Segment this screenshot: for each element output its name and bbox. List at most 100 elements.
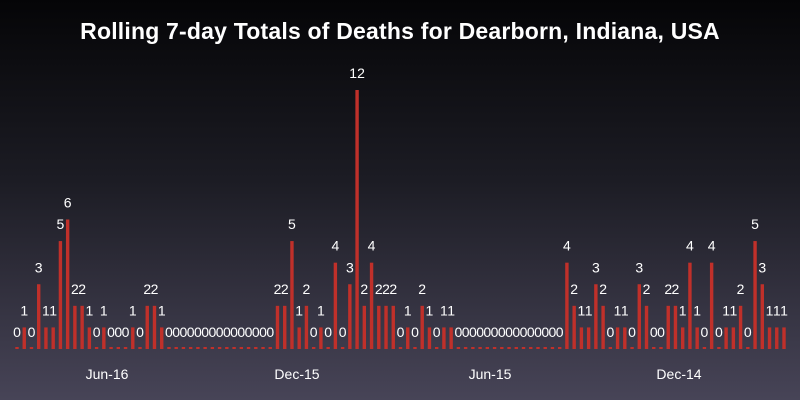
- value-label-83: 1: [614, 302, 622, 318]
- bar-41: [311, 347, 316, 349]
- value-label-30: 0: [230, 324, 238, 340]
- value-label-73: 0: [541, 324, 549, 340]
- value-label-22: 0: [172, 324, 180, 340]
- value-label-1: 1: [20, 302, 28, 318]
- bar-34: [261, 347, 265, 349]
- bar-0: [15, 347, 19, 349]
- value-label-17: 0: [136, 324, 144, 340]
- bar-43: [326, 347, 330, 349]
- bar-67: [500, 347, 504, 349]
- value-label-103: 3: [758, 259, 766, 275]
- bar-103: [760, 284, 764, 349]
- value-label-87: 2: [643, 281, 651, 297]
- value-label-62: 0: [462, 324, 470, 340]
- value-label-67: 0: [498, 324, 506, 340]
- bar-45: [340, 347, 345, 349]
- value-label-43: 0: [324, 324, 332, 340]
- value-label-32: 0: [245, 324, 253, 340]
- value-label-24: 0: [187, 324, 195, 340]
- value-label-13: 0: [107, 324, 115, 340]
- bar-40: [304, 305, 309, 349]
- value-label-53: 0: [397, 324, 405, 340]
- value-label-49: 4: [368, 238, 376, 254]
- value-label-12: 1: [100, 302, 108, 318]
- bar-94: [695, 327, 699, 349]
- bar-65: [485, 347, 490, 349]
- value-label-25: 0: [194, 324, 202, 340]
- bar-80: [594, 284, 598, 349]
- value-label-77: 2: [570, 281, 578, 297]
- value-label-68: 0: [505, 324, 513, 340]
- bar-98: [724, 327, 728, 349]
- value-label-94: 1: [693, 302, 701, 318]
- bar-104: [767, 327, 772, 349]
- value-label-104: 1: [766, 302, 774, 318]
- bar-100: [738, 305, 743, 349]
- bar-78: [579, 327, 584, 349]
- bar-27: [210, 347, 215, 349]
- bar-22: [174, 347, 178, 349]
- value-label-66: 0: [491, 324, 499, 340]
- value-label-36: 2: [274, 281, 282, 297]
- x-tick-labels-group: Jun-16 Dec-15 Jun-15 Dec-14: [86, 366, 702, 382]
- value-label-34: 0: [259, 324, 267, 340]
- bar-63: [471, 347, 475, 349]
- bar-21: [167, 347, 171, 349]
- value-label-9: 2: [78, 281, 86, 297]
- value-label-80: 3: [592, 259, 600, 275]
- value-label-5: 1: [49, 302, 57, 318]
- value-label-65: 0: [483, 324, 491, 340]
- value-label-51: 2: [382, 281, 390, 297]
- bar-10: [87, 327, 92, 349]
- value-label-19: 2: [151, 281, 159, 297]
- value-label-97: 0: [715, 324, 723, 340]
- value-label-14: 0: [114, 324, 122, 340]
- bar-106: [782, 327, 786, 349]
- bar-70: [521, 347, 526, 349]
- value-label-18: 2: [143, 281, 151, 297]
- bar-24: [188, 347, 193, 349]
- bar-51: [384, 305, 388, 349]
- value-label-70: 0: [520, 324, 528, 340]
- bar-77: [572, 305, 576, 349]
- value-label-29: 0: [223, 324, 231, 340]
- bar-92: [681, 327, 685, 349]
- bar-99: [731, 327, 736, 349]
- bars-group: [15, 90, 786, 349]
- value-label-44: 4: [331, 238, 339, 254]
- bar-87: [644, 305, 649, 349]
- bar-11: [94, 347, 99, 349]
- value-label-40: 2: [303, 281, 311, 297]
- bar-9: [80, 305, 84, 349]
- bar-12: [102, 327, 106, 349]
- bar-101: [746, 347, 750, 349]
- bar-39: [297, 327, 301, 349]
- value-label-89: 0: [657, 324, 665, 340]
- bar-19: [152, 305, 157, 349]
- bar-61: [456, 347, 461, 349]
- value-label-58: 0: [433, 324, 441, 340]
- value-label-23: 0: [180, 324, 188, 340]
- bar-23: [181, 347, 186, 349]
- value-label-6: 5: [57, 216, 65, 232]
- bar-56: [420, 305, 424, 349]
- value-label-95: 0: [701, 324, 709, 340]
- bar-13: [109, 347, 113, 349]
- bar-18: [145, 305, 149, 349]
- value-label-82: 0: [606, 324, 614, 340]
- value-label-79: 1: [585, 302, 593, 318]
- bar-81: [601, 305, 605, 349]
- bar-69: [514, 347, 518, 349]
- value-label-106: 1: [780, 302, 788, 318]
- bar-30: [232, 347, 236, 349]
- bar-96: [709, 262, 714, 349]
- value-label-38: 5: [288, 216, 296, 232]
- bar-88: [652, 347, 656, 349]
- value-label-27: 0: [208, 324, 216, 340]
- value-label-11: 0: [93, 324, 101, 340]
- value-label-56: 2: [418, 281, 426, 297]
- value-label-26: 0: [201, 324, 209, 340]
- chart-title: Rolling 7-day Totals of Deaths for Dearb…: [80, 18, 720, 44]
- value-label-28: 0: [216, 324, 224, 340]
